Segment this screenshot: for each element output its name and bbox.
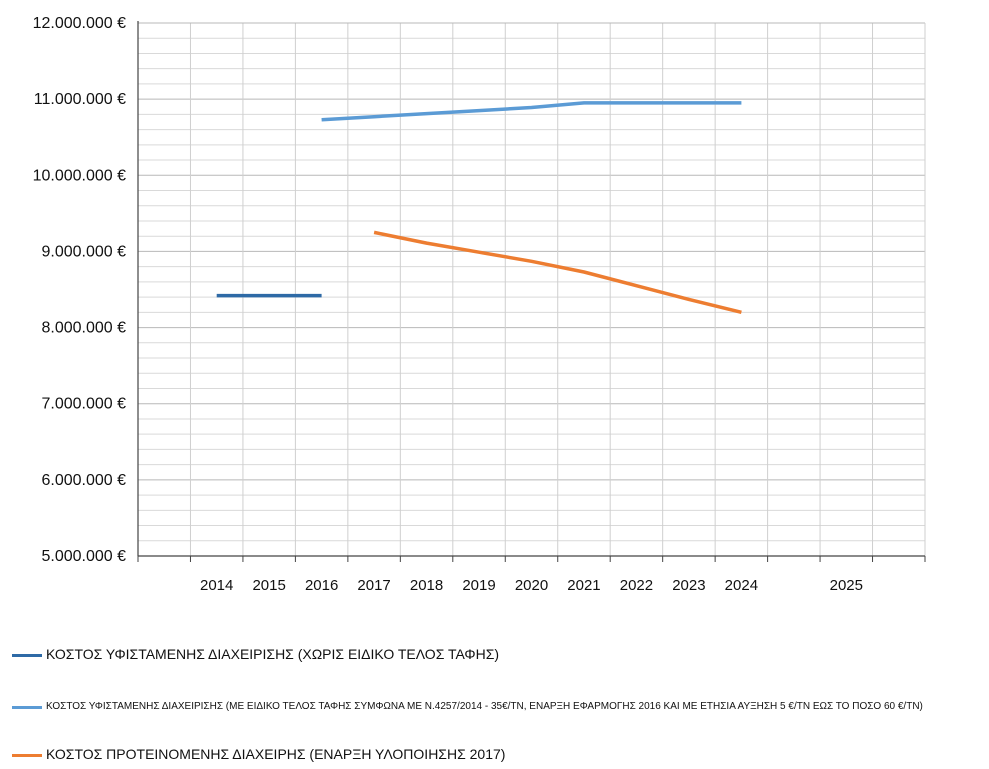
grid [138,22,926,556]
legend-swatch [12,754,42,757]
x-tick-label: 2016 [305,577,338,594]
x-tick-label: 2025 [830,577,863,594]
y-tick-label: 7.000.000 € [41,396,126,413]
x-tick-label: 2017 [357,577,390,594]
line-chart: 5.000.000 € 6.000.000 € 7.000.000 € 8.000.0… [33,15,926,594]
y-axis-ticks: 5.000.000 € 6.000.000 € 7.000.000 € 8.000.0… [33,15,127,565]
legend-label: ΚΟΣΤΟΣ ΥΦΙΣΤΑΜΕΝΗΣ ΔΙΑΧΕΙΡΙΣΗΣ (ΜΕ ΕΙΔΙΚ… [46,701,923,712]
x-tick-label: 2024 [725,577,758,594]
series-line-2 [321,101,742,122]
x-tick-label: 2018 [410,577,443,594]
series-line-3 [373,230,742,314]
y-tick-label: 6.000.000 € [41,472,126,489]
legend-swatch [12,654,42,657]
x-axis-ticks: 2014 2015 2016 2017 2018 2019 2020 2021 2022 2023… [200,577,863,594]
legend-label: ΚΟΣΤΟΣ ΠΡΟΤΕΙΝΟΜΕΝΗΣ ΔΙΑΧΕΙΡΗΣ (ΕΝΑΡΞΗ Υ… [46,746,506,762]
legend-swatch [12,706,42,709]
x-tick-label: 2023 [672,577,705,594]
x-tick-label: 2022 [620,577,653,594]
axes [137,21,926,562]
y-tick-label: 10.000.000 € [33,167,127,184]
x-tick-label: 2015 [252,577,285,594]
x-tick-label: 2021 [567,577,600,594]
y-tick-label: 8.000.000 € [41,320,126,337]
x-tick-label: 2014 [200,577,233,594]
y-tick-label: 9.000.000 € [41,243,126,260]
series-lines [216,101,742,314]
legend-label: ΚΟΣΤΟΣ ΥΦΙΣΤΑΜΕΝΗΣ ΔΙΑΧΕΙΡΙΣΗΣ (ΧΩΡΙΣ ΕΙ… [46,646,500,662]
y-tick-label: 5.000.000 € [41,548,126,565]
x-tick-label: 2020 [515,577,548,594]
x-tick-label: 2019 [462,577,495,594]
y-tick-label: 11.000.000 € [34,91,126,108]
y-tick-label: 12.000.000 € [33,15,127,32]
